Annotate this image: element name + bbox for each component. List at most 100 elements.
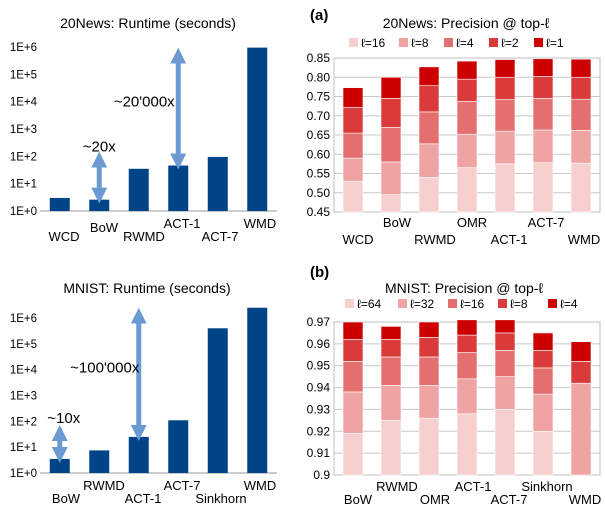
chart-title: 20News: Precision @ top-ℓ [383, 15, 550, 31]
panel-label: (b) [310, 264, 329, 281]
bar-segment-rwmd [418, 66, 440, 87]
chart-title: MNIST: Precision @ top-ℓ [385, 280, 543, 296]
bar-act-7 [168, 420, 189, 473]
y-tick-label: 1E+1 [10, 442, 37, 454]
x-tick-label: ACT-7 [164, 478, 201, 493]
y-tick-label: 0.55 [307, 167, 331, 181]
bar-segment-act-7 [532, 162, 554, 213]
y-tick-label: 0.93 [307, 402, 331, 416]
bar-segment-act-7 [494, 376, 516, 410]
bar-segment-rwmd [380, 385, 402, 421]
y-tick-label: 0.91 [307, 446, 331, 460]
legend-label: ℓ=16 [460, 297, 485, 311]
bar-segment-act-7 [532, 76, 554, 99]
legend-label: ℓ=16 [361, 36, 386, 50]
y-tick-label: 1E+3 [10, 124, 37, 136]
bar-segment-wcd [342, 157, 364, 182]
y-tick-label: 0.85 [307, 51, 331, 65]
legend-label: ℓ=4 [456, 36, 474, 50]
bar-rwmd [128, 168, 149, 211]
bar-segment-omr [456, 78, 478, 102]
bar-segment-act-1 [456, 334, 478, 353]
bar-segment-omr [418, 336, 440, 358]
bar-segment-rwmd [380, 356, 402, 386]
bar-segment-wmd [570, 382, 592, 476]
bar-segment-rwmd [418, 85, 440, 113]
legend-swatch [444, 38, 453, 47]
x-tick-label: WCD [342, 232, 373, 247]
y-tick-label: 0.9 [313, 468, 330, 482]
bar-segment-bow [380, 194, 402, 213]
bar-wmd [247, 47, 268, 211]
x-tick-label: BoW [383, 215, 412, 230]
bar-segment-rwmd [380, 420, 402, 476]
bar-segment-act-7 [494, 409, 516, 476]
y-tick-label: 0.60 [307, 147, 331, 161]
bar-act-1 [128, 436, 149, 473]
x-tick-label: Sinkhorn [521, 479, 572, 494]
bar-segment-omr [418, 321, 440, 338]
legend-swatch [448, 299, 457, 308]
y-tick-label: 0.96 [307, 337, 331, 351]
speedup-label: ~20'000x [114, 94, 175, 111]
legend-swatch [399, 38, 408, 47]
bar-segment-sinkhorn [532, 350, 554, 369]
bar-segment-wmd [570, 341, 592, 362]
y-tick-label: 0.97 [307, 315, 331, 329]
bar-segment-bow [342, 361, 364, 393]
precision-chart-3: (b) MNIST: Precision @ top-ℓℓ=64 ℓ=32 ℓ=16 ℓ… [307, 264, 602, 507]
legend-label: ℓ=8 [510, 297, 528, 311]
y-tick-label: 1E+5 [10, 339, 37, 351]
y-tick-label: 1E+1 [10, 179, 37, 191]
legend-swatch [548, 299, 557, 308]
bar-segment-omr [418, 417, 440, 476]
legend-label: ℓ=32 [410, 297, 435, 311]
bar-segment-bow [380, 161, 402, 195]
bar-segment-bow [342, 433, 364, 476]
bar-segment-wcd [342, 180, 364, 213]
bar-segment-bow [342, 391, 364, 434]
chart-title: 20News: Runtime (seconds) [60, 15, 236, 31]
bar-segment-act-7 [494, 332, 516, 351]
y-tick-label: 0.94 [307, 381, 331, 395]
bar-segment-act-1 [494, 59, 516, 78]
chart-title: MNIST: Runtime (seconds) [63, 280, 230, 296]
legend-swatch [534, 38, 543, 47]
legend-swatch [489, 38, 498, 47]
bar-segment-omr [456, 60, 478, 80]
bar-segment-act-1 [456, 352, 478, 380]
bar-segment-act-1 [494, 76, 516, 100]
x-tick-label: RWMD [83, 478, 125, 493]
x-tick-label: WMD [568, 232, 601, 247]
bar-segment-wcd [342, 106, 364, 134]
y-tick-label: 1E+5 [10, 69, 37, 81]
y-tick-label: 0.75 [307, 90, 331, 104]
y-tick-label: 0.45 [307, 205, 331, 219]
y-tick-label: 1E+6 [10, 42, 37, 54]
x-tick-label: WMD [244, 216, 277, 231]
y-tick-label: 0.65 [307, 128, 331, 142]
bar-segment-act-7 [532, 129, 554, 164]
y-tick-label: 1E+0 [10, 468, 37, 480]
bar-segment-act-7 [494, 319, 516, 334]
bar-segment-act-1 [456, 319, 478, 336]
bar-segment-bow [380, 127, 402, 163]
x-tick-label: BoW [344, 492, 373, 507]
bar-segment-sinkhorn [532, 367, 554, 395]
x-tick-label: ACT-1 [491, 232, 528, 247]
x-tick-label: BoW [90, 220, 119, 235]
bar-wcd [49, 197, 70, 211]
bar-segment-act-7 [494, 350, 516, 377]
x-tick-label: BoW [52, 491, 81, 506]
bar-act-1 [168, 165, 189, 211]
y-tick-label: 1E+2 [10, 416, 37, 428]
bar-segment-rwmd [418, 143, 440, 178]
bar-segment-wmd [570, 130, 592, 164]
bar-segment-act-1 [456, 378, 478, 415]
bar-segment-omr [418, 385, 440, 419]
bar-segment-omr [456, 133, 478, 169]
speedup-label: ~10x [47, 410, 80, 427]
bar-segment-sinkhorn [532, 430, 554, 476]
bar-segment-bow [380, 98, 402, 128]
bar-sinkhorn [207, 328, 228, 473]
